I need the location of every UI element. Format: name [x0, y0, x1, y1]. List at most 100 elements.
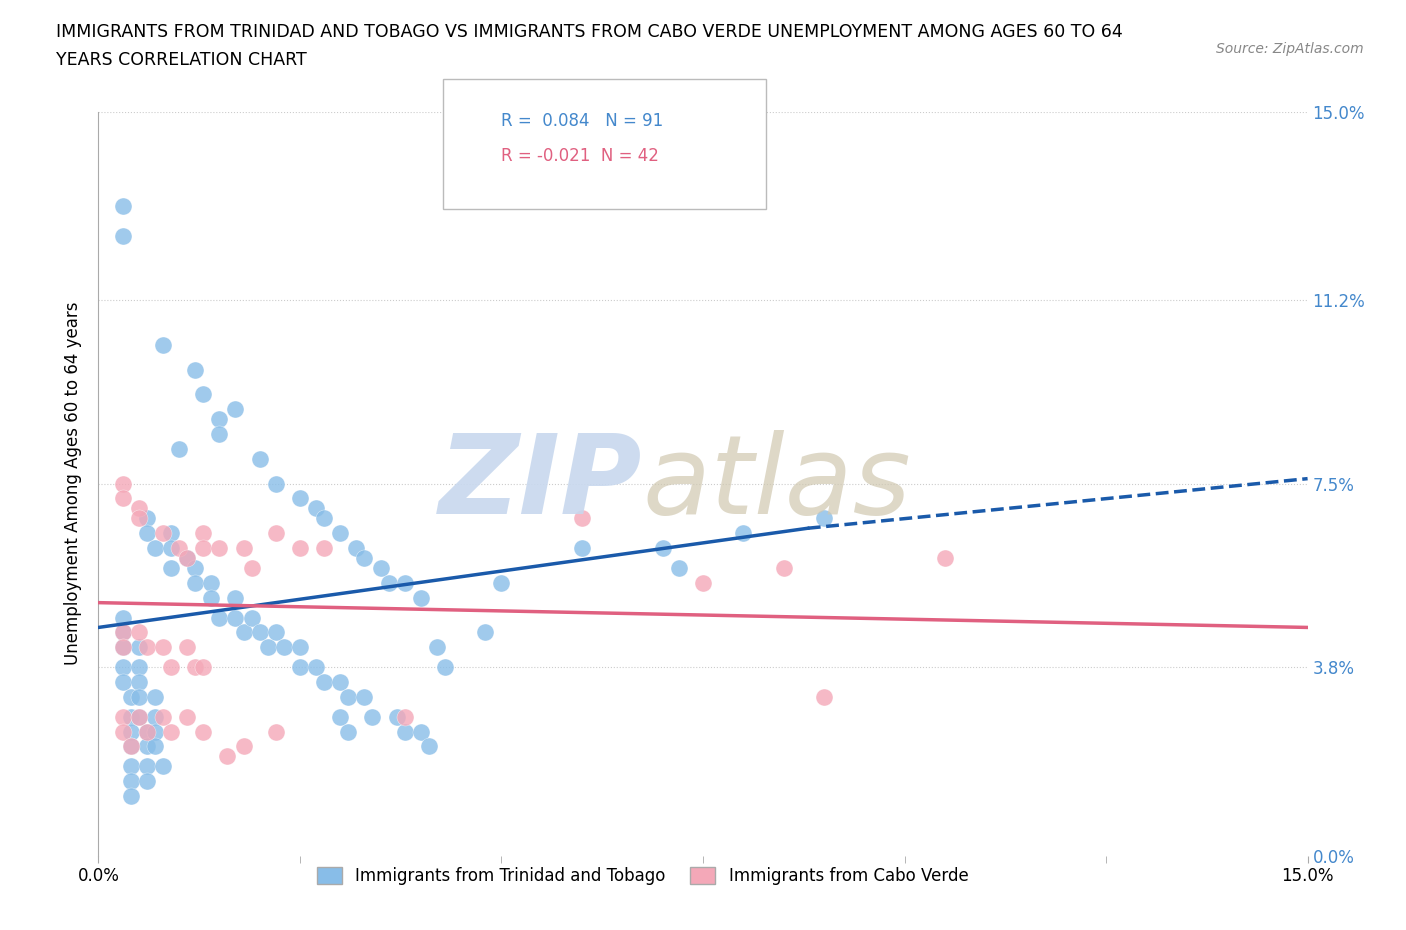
Point	[160, 561, 183, 576]
Point	[128, 501, 150, 516]
Point	[120, 774, 142, 789]
Point	[240, 561, 263, 576]
Point	[434, 659, 457, 674]
Point	[111, 476, 134, 491]
Point	[409, 591, 432, 605]
Point	[160, 659, 183, 674]
Point	[426, 640, 449, 655]
Point	[249, 625, 271, 640]
Point	[329, 710, 352, 724]
Point	[224, 591, 246, 605]
Point	[305, 659, 328, 674]
Point	[692, 576, 714, 591]
Point	[128, 689, 150, 704]
Point	[184, 561, 207, 576]
Point	[200, 576, 222, 591]
Point	[167, 442, 190, 457]
Point	[193, 387, 215, 402]
Point	[772, 561, 794, 576]
Point	[208, 610, 231, 625]
Point	[128, 710, 150, 724]
Point	[361, 710, 384, 724]
Point	[193, 525, 215, 540]
Point	[120, 759, 142, 774]
Point	[128, 511, 150, 525]
Point	[273, 640, 295, 655]
Text: Source: ZipAtlas.com: Source: ZipAtlas.com	[1216, 42, 1364, 56]
Point	[160, 540, 183, 555]
Point	[193, 724, 215, 739]
Point	[314, 511, 336, 525]
Point	[409, 724, 432, 739]
Point	[135, 640, 157, 655]
Point	[111, 659, 134, 674]
Point	[418, 739, 440, 754]
Point	[264, 476, 287, 491]
Point	[128, 625, 150, 640]
Point	[120, 724, 142, 739]
Point	[167, 540, 190, 555]
Point	[120, 739, 142, 754]
Point	[353, 689, 375, 704]
Point	[232, 625, 254, 640]
Point	[135, 724, 157, 739]
Point	[128, 640, 150, 655]
Point	[152, 710, 174, 724]
Point	[184, 362, 207, 377]
Point	[111, 640, 134, 655]
Point	[135, 774, 157, 789]
Point	[152, 759, 174, 774]
Y-axis label: Unemployment Among Ages 60 to 64 years: Unemployment Among Ages 60 to 64 years	[65, 302, 83, 665]
Point	[135, 525, 157, 540]
Point	[176, 710, 198, 724]
Point	[651, 540, 673, 555]
Point	[240, 610, 263, 625]
Point	[668, 561, 690, 576]
Point	[120, 689, 142, 704]
Point	[344, 540, 367, 555]
Point	[111, 625, 134, 640]
Point	[135, 759, 157, 774]
Legend: Immigrants from Trinidad and Tobago, Immigrants from Cabo Verde: Immigrants from Trinidad and Tobago, Imm…	[309, 860, 976, 892]
Point	[337, 724, 360, 739]
Point	[385, 710, 408, 724]
Point	[120, 710, 142, 724]
Point	[256, 640, 278, 655]
Point	[571, 540, 593, 555]
Point	[111, 198, 134, 213]
Point	[184, 659, 207, 674]
Point	[193, 540, 215, 555]
Point	[224, 610, 246, 625]
Point	[329, 525, 352, 540]
Point	[288, 540, 311, 555]
Point	[160, 724, 183, 739]
Point	[377, 576, 399, 591]
Point	[143, 540, 166, 555]
Point	[143, 710, 166, 724]
Point	[135, 511, 157, 525]
Text: atlas: atlas	[643, 430, 911, 538]
Point	[491, 576, 513, 591]
Point	[193, 659, 215, 674]
Point	[143, 739, 166, 754]
Point	[135, 724, 157, 739]
Point	[224, 402, 246, 417]
Point	[329, 674, 352, 689]
Point	[337, 689, 360, 704]
Point	[394, 724, 416, 739]
Text: ZIP: ZIP	[439, 430, 643, 538]
Text: R = -0.021  N = 42: R = -0.021 N = 42	[501, 147, 658, 165]
Point	[128, 674, 150, 689]
Point	[217, 749, 239, 764]
Point	[264, 625, 287, 640]
Point	[288, 659, 311, 674]
Point	[370, 561, 392, 576]
Point	[176, 551, 198, 565]
Text: R =  0.084   N = 91: R = 0.084 N = 91	[501, 112, 662, 129]
Point	[264, 724, 287, 739]
Point	[120, 739, 142, 754]
Point	[176, 640, 198, 655]
Point	[152, 640, 174, 655]
Point	[111, 710, 134, 724]
Text: YEARS CORRELATION CHART: YEARS CORRELATION CHART	[56, 51, 307, 69]
